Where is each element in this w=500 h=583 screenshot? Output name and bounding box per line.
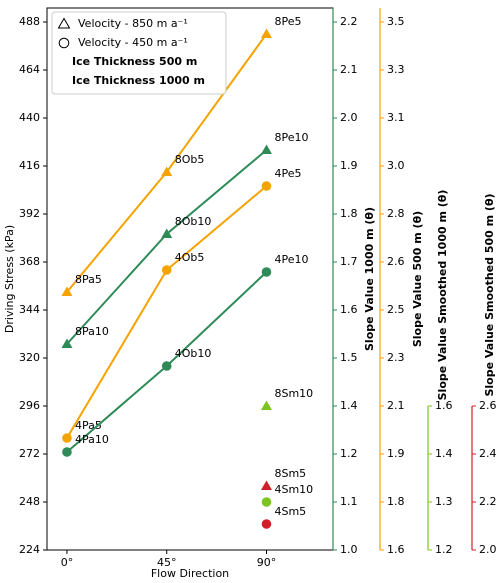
secondary-tick-label: 3.3 <box>387 63 405 76</box>
secondary-tick-label: 1.6 <box>387 543 405 556</box>
secondary-axis-label: Slope Value 500 m (θ) <box>411 211 424 347</box>
point-label: 4Pa10 <box>75 433 109 446</box>
secondary-axis-label: Slope Value Smoothed 500 m (θ) <box>483 193 496 396</box>
y-tick-label: 272 <box>19 447 40 460</box>
secondary-tick-label: 1.4 <box>340 399 358 412</box>
secondary-tick-label: 1.5 <box>340 351 358 364</box>
legend-label: Ice Thickness 1000 m <box>72 74 205 87</box>
x-axis-label: Flow Direction <box>151 567 229 580</box>
secondary-tick-label: 1.6 <box>340 303 358 316</box>
y-tick-label: 368 <box>19 255 40 268</box>
point-label: 4Pe10 <box>274 253 308 266</box>
secondary-axis-label: Slope Value 1000 m (θ) <box>363 207 376 351</box>
secondary-tick-label: 3.5 <box>387 15 405 28</box>
secondary-tick-label: 1.0 <box>340 543 358 556</box>
triangle-marker <box>260 144 272 154</box>
point-label: 8Ob10 <box>175 215 212 228</box>
secondary-tick-label: 2.0 <box>340 111 358 124</box>
secondary-tick-label: 2.2 <box>479 495 497 508</box>
secondary-tick-label: 2.6 <box>387 255 405 268</box>
y-tick-label: 248 <box>19 495 40 508</box>
secondary-tick-label: 2.4 <box>479 447 497 460</box>
circle-marker <box>261 497 272 507</box>
secondary-tick-label: 1.4 <box>435 447 453 460</box>
secondary-tick-label: 1.3 <box>435 495 453 508</box>
point-label: 4Pe5 <box>274 167 301 180</box>
triangle-marker <box>260 28 272 38</box>
secondary-tick-label: 1.8 <box>340 207 358 220</box>
x-tick-label: 0° <box>61 556 74 569</box>
secondary-tick-label: 1.9 <box>340 159 358 172</box>
circle-marker <box>261 181 272 191</box>
point-label: 8Ob5 <box>175 153 205 166</box>
secondary-tick-label: 1.9 <box>387 447 405 460</box>
secondary-tick-label: 1.1 <box>340 495 358 508</box>
point-label: 8Pe10 <box>274 131 308 144</box>
secondary-tick-label: 2.1 <box>387 399 405 412</box>
triangle-marker <box>161 228 173 238</box>
legend-label: Velocity - 450 m a⁻¹ <box>78 36 188 49</box>
secondary-tick-label: 1.2 <box>435 543 453 556</box>
point-label: 4Sm10 <box>274 483 313 496</box>
secondary-tick-label: 2.2 <box>340 15 358 28</box>
point-label: 4Ob5 <box>175 251 205 264</box>
point-label: 4Ob10 <box>175 347 212 360</box>
circle-marker <box>58 37 70 49</box>
circle-marker <box>261 519 272 529</box>
secondary-axis-label: Slope Value Smoothed 1000 m (θ) <box>436 190 449 401</box>
circle-marker <box>62 433 72 443</box>
series-line <box>66 149 268 345</box>
y-tick-label: 392 <box>19 207 40 220</box>
secondary-tick-label: 2.1 <box>340 63 358 76</box>
y-tick-label: 440 <box>19 111 40 124</box>
triangle-marker <box>260 400 272 410</box>
y-tick-label: 296 <box>19 399 40 412</box>
circle-marker <box>62 447 72 457</box>
triangle-marker <box>61 286 73 296</box>
x-tick-label: 45° <box>157 556 177 569</box>
triangle-marker <box>57 17 71 29</box>
triangle-marker <box>161 166 173 176</box>
secondary-tick-label: 2.0 <box>479 543 497 556</box>
secondary-tick-label: 1.2 <box>340 447 358 460</box>
secondary-tick-label: 1.8 <box>387 495 405 508</box>
secondary-tick-label: 2.8 <box>387 207 405 220</box>
secondary-tick-label: 3.1 <box>387 111 405 124</box>
point-label: 8Sm5 <box>274 467 306 480</box>
y-tick-label: 464 <box>19 63 40 76</box>
y-tick-label: 416 <box>19 159 40 172</box>
point-label: 4Sm5 <box>274 505 306 518</box>
triangle-marker <box>260 480 272 490</box>
legend-label: Ice Thickness 500 m <box>72 55 197 68</box>
legend-label: Velocity - 850 m a⁻¹ <box>78 17 188 30</box>
circle-marker <box>261 267 272 277</box>
point-label: 8Pe5 <box>274 15 301 28</box>
point-label: 8Sm10 <box>274 387 313 400</box>
point-label: 8Pa5 <box>75 273 102 286</box>
circle-marker <box>161 361 172 371</box>
triangle-marker <box>61 338 73 348</box>
secondary-tick-label: 1.6 <box>435 399 453 412</box>
secondary-tick-label: 2.5 <box>387 303 405 316</box>
legend-box <box>51 11 227 95</box>
y-tick-label: 320 <box>19 351 40 364</box>
secondary-tick-label: 3.0 <box>387 159 405 172</box>
circle-marker <box>161 265 172 275</box>
y-axis-label: Driving Stress (kPa) <box>3 225 16 333</box>
secondary-tick-label: 2.3 <box>387 351 405 364</box>
secondary-tick-label: 1.7 <box>340 255 358 268</box>
point-label: 8Pa10 <box>75 325 109 338</box>
y-tick-label: 344 <box>19 303 40 316</box>
x-tick-label: 90° <box>257 556 277 569</box>
y-tick-label: 488 <box>19 15 40 28</box>
y-tick-label: 224 <box>19 543 40 556</box>
secondary-tick-label: 2.6 <box>479 399 497 412</box>
